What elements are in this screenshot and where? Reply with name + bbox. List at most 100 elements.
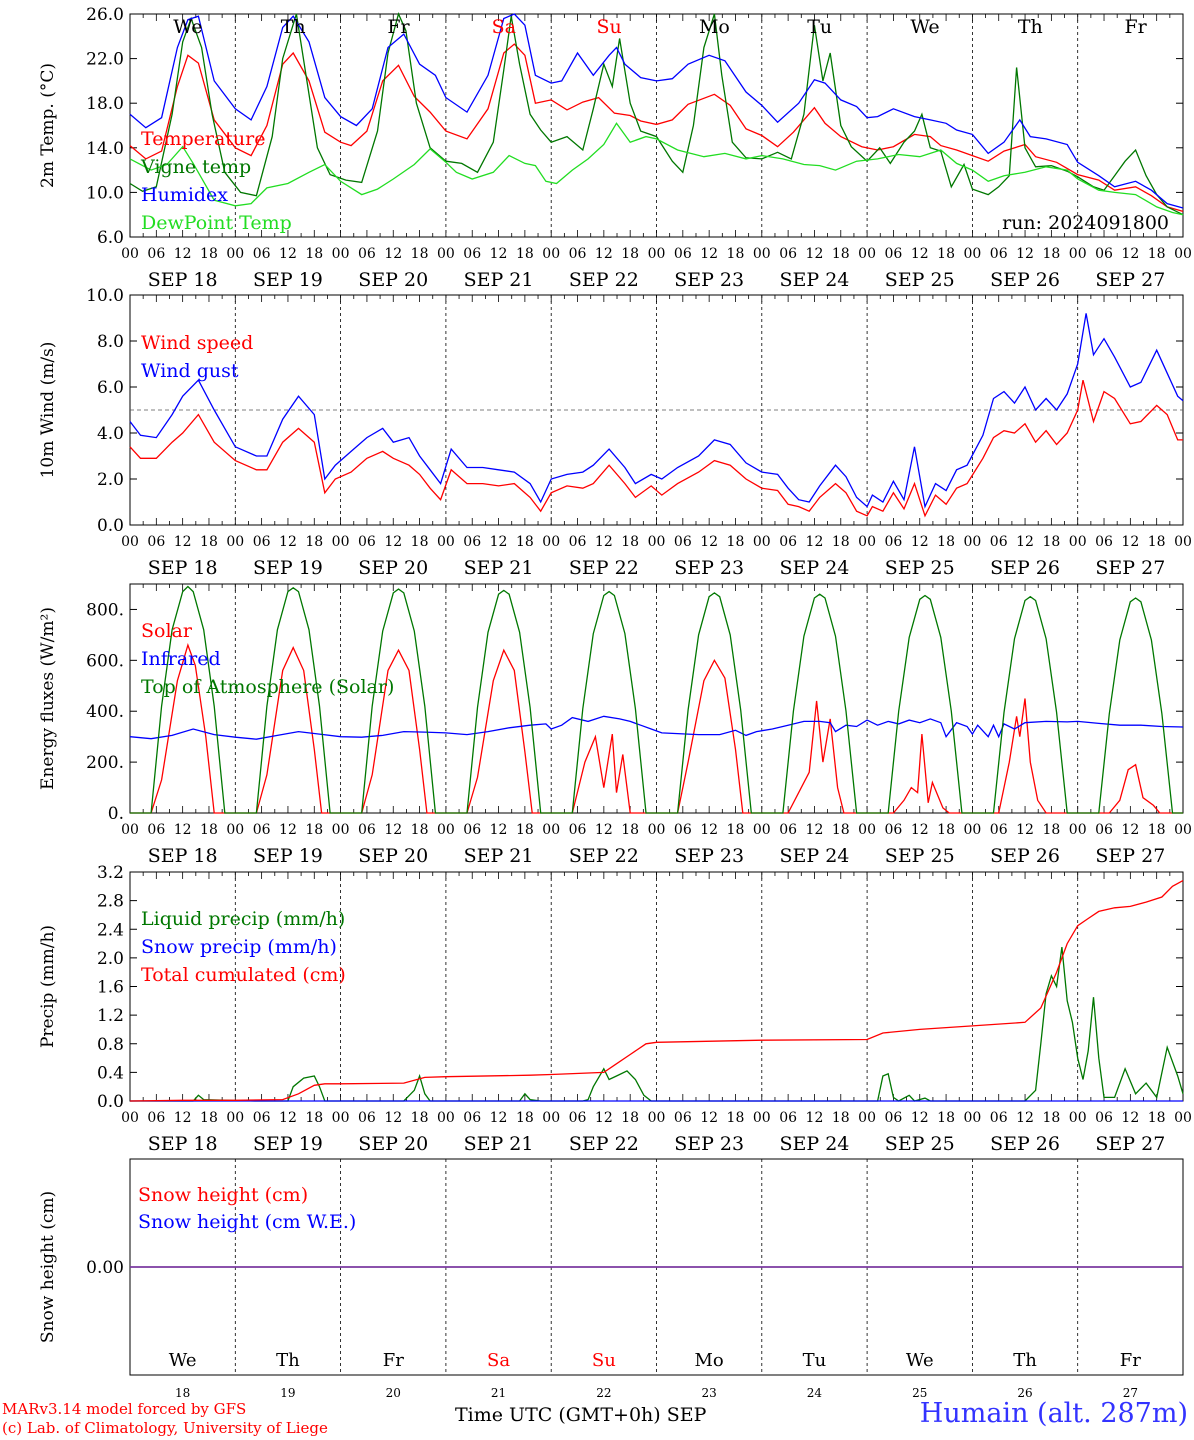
hour-label: 18 (200, 246, 218, 262)
hour-label: 12 (174, 822, 192, 838)
x-axis-title: Time UTC (GMT+0h) SEP (455, 1404, 706, 1426)
hour-label: 00 (1069, 1110, 1087, 1126)
hour-label: 06 (885, 534, 903, 550)
day-number: 22 (596, 1386, 611, 1400)
hour-label: 18 (1042, 1110, 1060, 1126)
hour-label: 00 (332, 246, 350, 262)
date-label: SEP 18 (148, 1133, 218, 1155)
panel-frame (129, 13, 1184, 238)
hour-label: 00 (858, 246, 876, 262)
y-tick-label: 400. (86, 702, 124, 722)
hour-label: 12 (595, 246, 613, 262)
hour-label: 18 (305, 534, 323, 550)
hour-label: 12 (700, 246, 718, 262)
date-label: SEP 27 (1095, 1133, 1165, 1155)
hour-label: 18 (200, 534, 218, 550)
y-tick-label: 6.0 (97, 228, 124, 248)
y-tick-label: 6.0 (97, 378, 124, 398)
date-label: SEP 20 (358, 269, 428, 291)
hour-label: 06 (1095, 534, 1113, 550)
hour-label: 00 (753, 1110, 771, 1126)
y-tick-label: 22.0 (86, 50, 124, 70)
y-tick-label: 4.0 (97, 424, 124, 444)
hour-label: 18 (621, 246, 639, 262)
hour-label: 12 (911, 534, 929, 550)
hour-label: 06 (885, 822, 903, 838)
hour-label: 18 (832, 822, 850, 838)
weekday-label: Fr (1124, 16, 1147, 38)
day-number: 25 (912, 1386, 927, 1400)
series-dewpoint-temp (129, 122, 1184, 216)
weekday-label: Th (281, 16, 306, 38)
y-tick-label: 1.2 (97, 1006, 124, 1026)
hour-label: 12 (700, 534, 718, 550)
weekday-label: Th (1013, 1350, 1037, 1371)
hour-label: 18 (727, 534, 745, 550)
hour-label: 18 (411, 822, 429, 838)
hour-label: 00 (1069, 822, 1087, 838)
hour-label: 12 (1121, 534, 1139, 550)
hour-label: 12 (806, 534, 824, 550)
date-label: SEP 26 (990, 557, 1060, 579)
hour-label: 00 (226, 822, 244, 838)
series-solar (130, 643, 1183, 814)
y-tick-label: 0.00 (86, 1258, 124, 1278)
day-number: 18 (175, 1386, 190, 1400)
y-tick-label: 14.0 (86, 139, 124, 159)
y-tick-label: 3.2 (97, 863, 124, 883)
legend-entry: Wind gust (141, 360, 239, 382)
weekday-label: Su (592, 1350, 616, 1371)
hour-label: 06 (779, 246, 797, 262)
hour-label: 00 (121, 246, 139, 262)
hour-label: 18 (937, 534, 955, 550)
date-label: SEP 23 (674, 845, 744, 867)
hour-label: 06 (569, 246, 587, 262)
day-number: 20 (386, 1386, 401, 1400)
hour-label: 12 (806, 246, 824, 262)
hour-label: 18 (621, 534, 639, 550)
hour-label: 12 (911, 822, 929, 838)
date-label: SEP 25 (885, 1133, 955, 1155)
weekday-label: Sa (487, 1350, 510, 1371)
hour-label: 00 (1069, 534, 1087, 550)
hour-label: 12 (1121, 1110, 1139, 1126)
hour-label: 18 (305, 822, 323, 838)
hour-label: 00 (332, 822, 350, 838)
hour-label: 18 (411, 1110, 429, 1126)
hour-label: 00 (121, 822, 139, 838)
hour-label: 06 (147, 246, 165, 262)
hour-label: 00 (437, 246, 455, 262)
legend-entry: Top of Atmosphere (Solar) (141, 676, 394, 698)
hour-label: 00 (648, 822, 666, 838)
hour-label: 00 (226, 1110, 244, 1126)
panel-2: 0.0 2.0 4.0 6.0 8.0 10.0 10m Wind (m/s) Wind sp… (38, 286, 1192, 579)
legend-entry: Total cumulated (cm) (141, 964, 346, 986)
y-tick-label: 10.0 (86, 183, 124, 203)
hour-label: 00 (1069, 246, 1087, 262)
date-label: SEP 21 (464, 845, 534, 867)
hour-label: 12 (279, 822, 297, 838)
hour-label: 06 (569, 1110, 587, 1126)
hour-label: 06 (253, 1110, 271, 1126)
hour-label: 06 (147, 534, 165, 550)
hour-label: 06 (1095, 822, 1113, 838)
date-label: SEP 27 (1095, 845, 1165, 867)
hour-label: 06 (1095, 246, 1113, 262)
credit-line-2: (c) Lab. of Climatology, University of L… (2, 1419, 328, 1437)
hour-label: 06 (463, 246, 481, 262)
weekday-label: Mo (695, 1350, 724, 1371)
date-label: SEP 20 (358, 1133, 428, 1155)
weekday-label: Tu (803, 1350, 827, 1371)
legend-entry: Solar (141, 620, 193, 642)
y-axis-title: 10m Wind (m/s) (38, 342, 58, 479)
hour-label: 06 (779, 822, 797, 838)
hour-label: 12 (1016, 246, 1034, 262)
hour-label: 06 (674, 534, 692, 550)
hour-label: 18 (1042, 822, 1060, 838)
date-label: SEP 20 (358, 845, 428, 867)
hour-label: 06 (463, 534, 481, 550)
hour-label: 06 (358, 822, 376, 838)
hour-label: 12 (279, 1110, 297, 1126)
panel-3: 0. 200. 400. 600. 800. Energy fluxes (W/m²) So… (38, 583, 1192, 867)
hour-label: 12 (595, 1110, 613, 1126)
